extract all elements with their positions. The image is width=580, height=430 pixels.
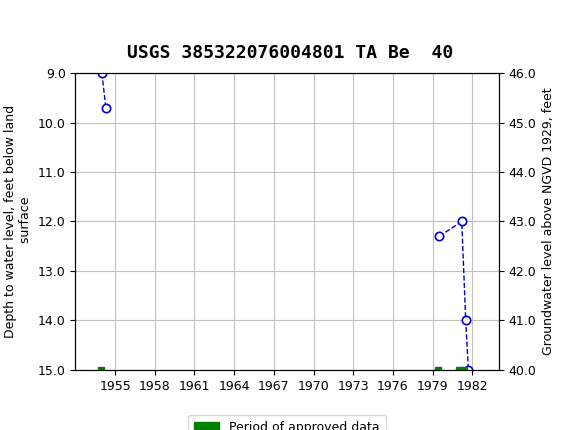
Text: USGS 385322076004801 TA Be  40: USGS 385322076004801 TA Be 40: [127, 44, 453, 62]
Legend: Period of approved data: Period of approved data: [188, 415, 386, 430]
Y-axis label: Groundwater level above NGVD 1929, feet: Groundwater level above NGVD 1929, feet: [542, 88, 555, 355]
Text: ▒USGS: ▒USGS: [12, 15, 70, 37]
Y-axis label: Depth to water level, feet below land
 surface: Depth to water level, feet below land su…: [4, 105, 32, 338]
